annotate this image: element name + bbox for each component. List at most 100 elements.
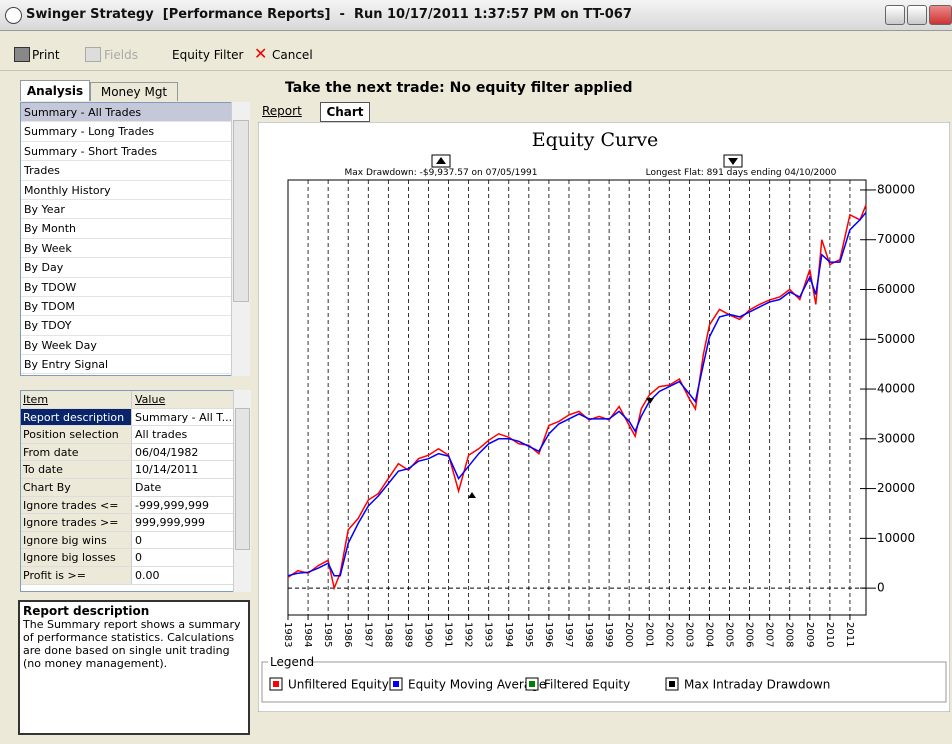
x-tick-label: 2010 [824,622,835,647]
maximize-button[interactable] [907,5,927,25]
down-arrow [728,158,738,165]
grid-cell: Position selection [21,426,132,443]
close-button[interactable] [929,5,952,25]
legend-title-bg [268,657,310,667]
chart-tab[interactable]: Chart [320,102,370,122]
chart-background [258,122,950,712]
cancel-button[interactable]: Cancel [272,48,313,62]
list-item[interactable]: By Week [21,239,231,259]
x-tick-label: 1983 [282,622,293,647]
x-tick-label: 2002 [663,622,674,647]
grid-cell: Report description [21,408,132,426]
x-tick-label: 1994 [503,622,514,647]
drawdown-marker [468,492,476,498]
legend-label: Unfiltered Equity [288,678,389,692]
x-tick-label: 1990 [422,622,433,647]
grid-row[interactable]: Ignore trades >= 999,999,999 [21,514,233,532]
grid-cell: 0.00 [135,568,160,582]
grid-cell: Ignore trades >= [21,514,132,531]
analysis-tab[interactable]: Analysis [20,80,90,101]
x-tick-label: 2003 [683,622,694,647]
list-item[interactable]: By TDOM [21,297,231,317]
grid-scrollbar [233,390,251,592]
grid-row[interactable]: Position selection All trades [21,426,233,444]
equity-filter-button[interactable]: Equity Filter [172,48,244,62]
x-tick-label: 2007 [764,622,775,647]
property-grid: Item Value Report description Summary - All… [20,390,234,592]
heading: Take the next trade: No equity filter ap… [285,80,633,96]
x-tick-label: 1998 [583,622,594,647]
x-tick-label: 2000 [623,622,634,647]
list-item[interactable]: By Week Day [21,336,231,356]
list-item[interactable]: Summary - All Trades [21,103,231,123]
list-item[interactable]: Trades [21,161,231,181]
x-tick-label: 1993 [483,622,494,647]
x-tick-label: 1992 [463,622,474,647]
list-item[interactable]: By Entry Signal [21,355,231,375]
x-tick-label: 2004 [703,622,714,647]
x-tick-label: 2011 [844,622,855,647]
grid-cell: 0 [135,551,142,565]
grid-row[interactable]: Ignore big wins 0 [21,531,233,550]
fields-icon [85,47,101,62]
grid-row[interactable]: Profit is >= 0.00 [21,566,233,585]
title-bar: Swinger Strategy [Performance Reports] -… [0,0,952,31]
grid-cell: Ignore trades <= [21,496,132,514]
list-item[interactable]: By TDOY [21,316,231,336]
x-tick-label: 1985 [322,622,333,647]
description-box: Report description The Summary report sh… [18,600,250,735]
annotation: Longest Flat: 891 days ending 04/10/2000 [646,168,837,178]
grid-row[interactable]: Ignore trades <= -999,999,999 [21,496,233,515]
y-tick-label: 50000 [877,332,915,346]
x-tick-label: 2001 [643,622,654,647]
legend-title: Legend [270,655,314,669]
grid-cell: Profit is >= [21,566,132,584]
series-line [287,204,867,591]
y-tick-label: 10000 [877,531,915,545]
list-item[interactable]: By Year [21,200,231,220]
money-mgt-tab[interactable]: Money Mgt [90,82,178,101]
legend-label: Equity Moving Average [408,678,546,692]
grid-row[interactable]: From date 06/04/1982 [21,443,233,462]
grid-row[interactable]: Ignore big losses 0 [21,549,233,567]
list-item[interactable]: By Day [21,258,231,278]
grid-cell: 999,999,999 [135,516,205,530]
legend-box [261,661,947,703]
list-item[interactable]: Summary - Short Trades [21,142,231,162]
y-tick-label: 40000 [877,382,915,396]
grid-cell: From date [21,443,132,461]
list-item[interactable]: Monthly History [21,181,231,200]
grid-cell: 06/04/1982 [135,445,199,459]
legend-label: Filtered Equity [544,678,630,692]
header-cell: Item [21,391,132,408]
legend-swatch-fill [273,681,279,687]
y-tick-label: 70000 [877,232,915,246]
y-tick-label: 0 [877,581,885,595]
x-tick-label: 1984 [302,622,313,647]
grid-row[interactable]: Report description Summary - All T... [21,408,233,427]
grid-cell: To date [21,461,132,478]
cancel-icon: ✕ [254,44,268,63]
minimize-button[interactable] [885,5,905,25]
list-item[interactable]: By Month [21,219,231,239]
report-tab[interactable]: Report [262,104,302,118]
grid-cell: Summary - All T... [135,410,233,424]
legend-swatch-fill [393,681,399,687]
x-tick-label: 1991 [443,622,454,647]
x-tick-label: 1986 [342,622,353,647]
x-tick-label: 1997 [563,622,574,647]
list-item[interactable]: Summary - Long Trades [21,122,231,142]
x-tick-label: 1999 [603,622,614,647]
legend-swatch-fill [669,681,675,687]
y-tick-label: 60000 [877,282,915,296]
grid-cell: Chart By [21,478,132,496]
grid-cell: -999,999,999 [135,498,209,512]
grid-row[interactable]: Chart By Date [21,478,233,497]
list-item[interactable]: By TDOW [21,278,231,297]
print-icon [14,47,30,62]
print-button[interactable]: Print [32,48,60,62]
x-tick-label: 1989 [402,622,413,647]
fields-button[interactable]: Fields [104,48,138,62]
grid-row[interactable]: To date 10/14/2011 [21,461,233,479]
